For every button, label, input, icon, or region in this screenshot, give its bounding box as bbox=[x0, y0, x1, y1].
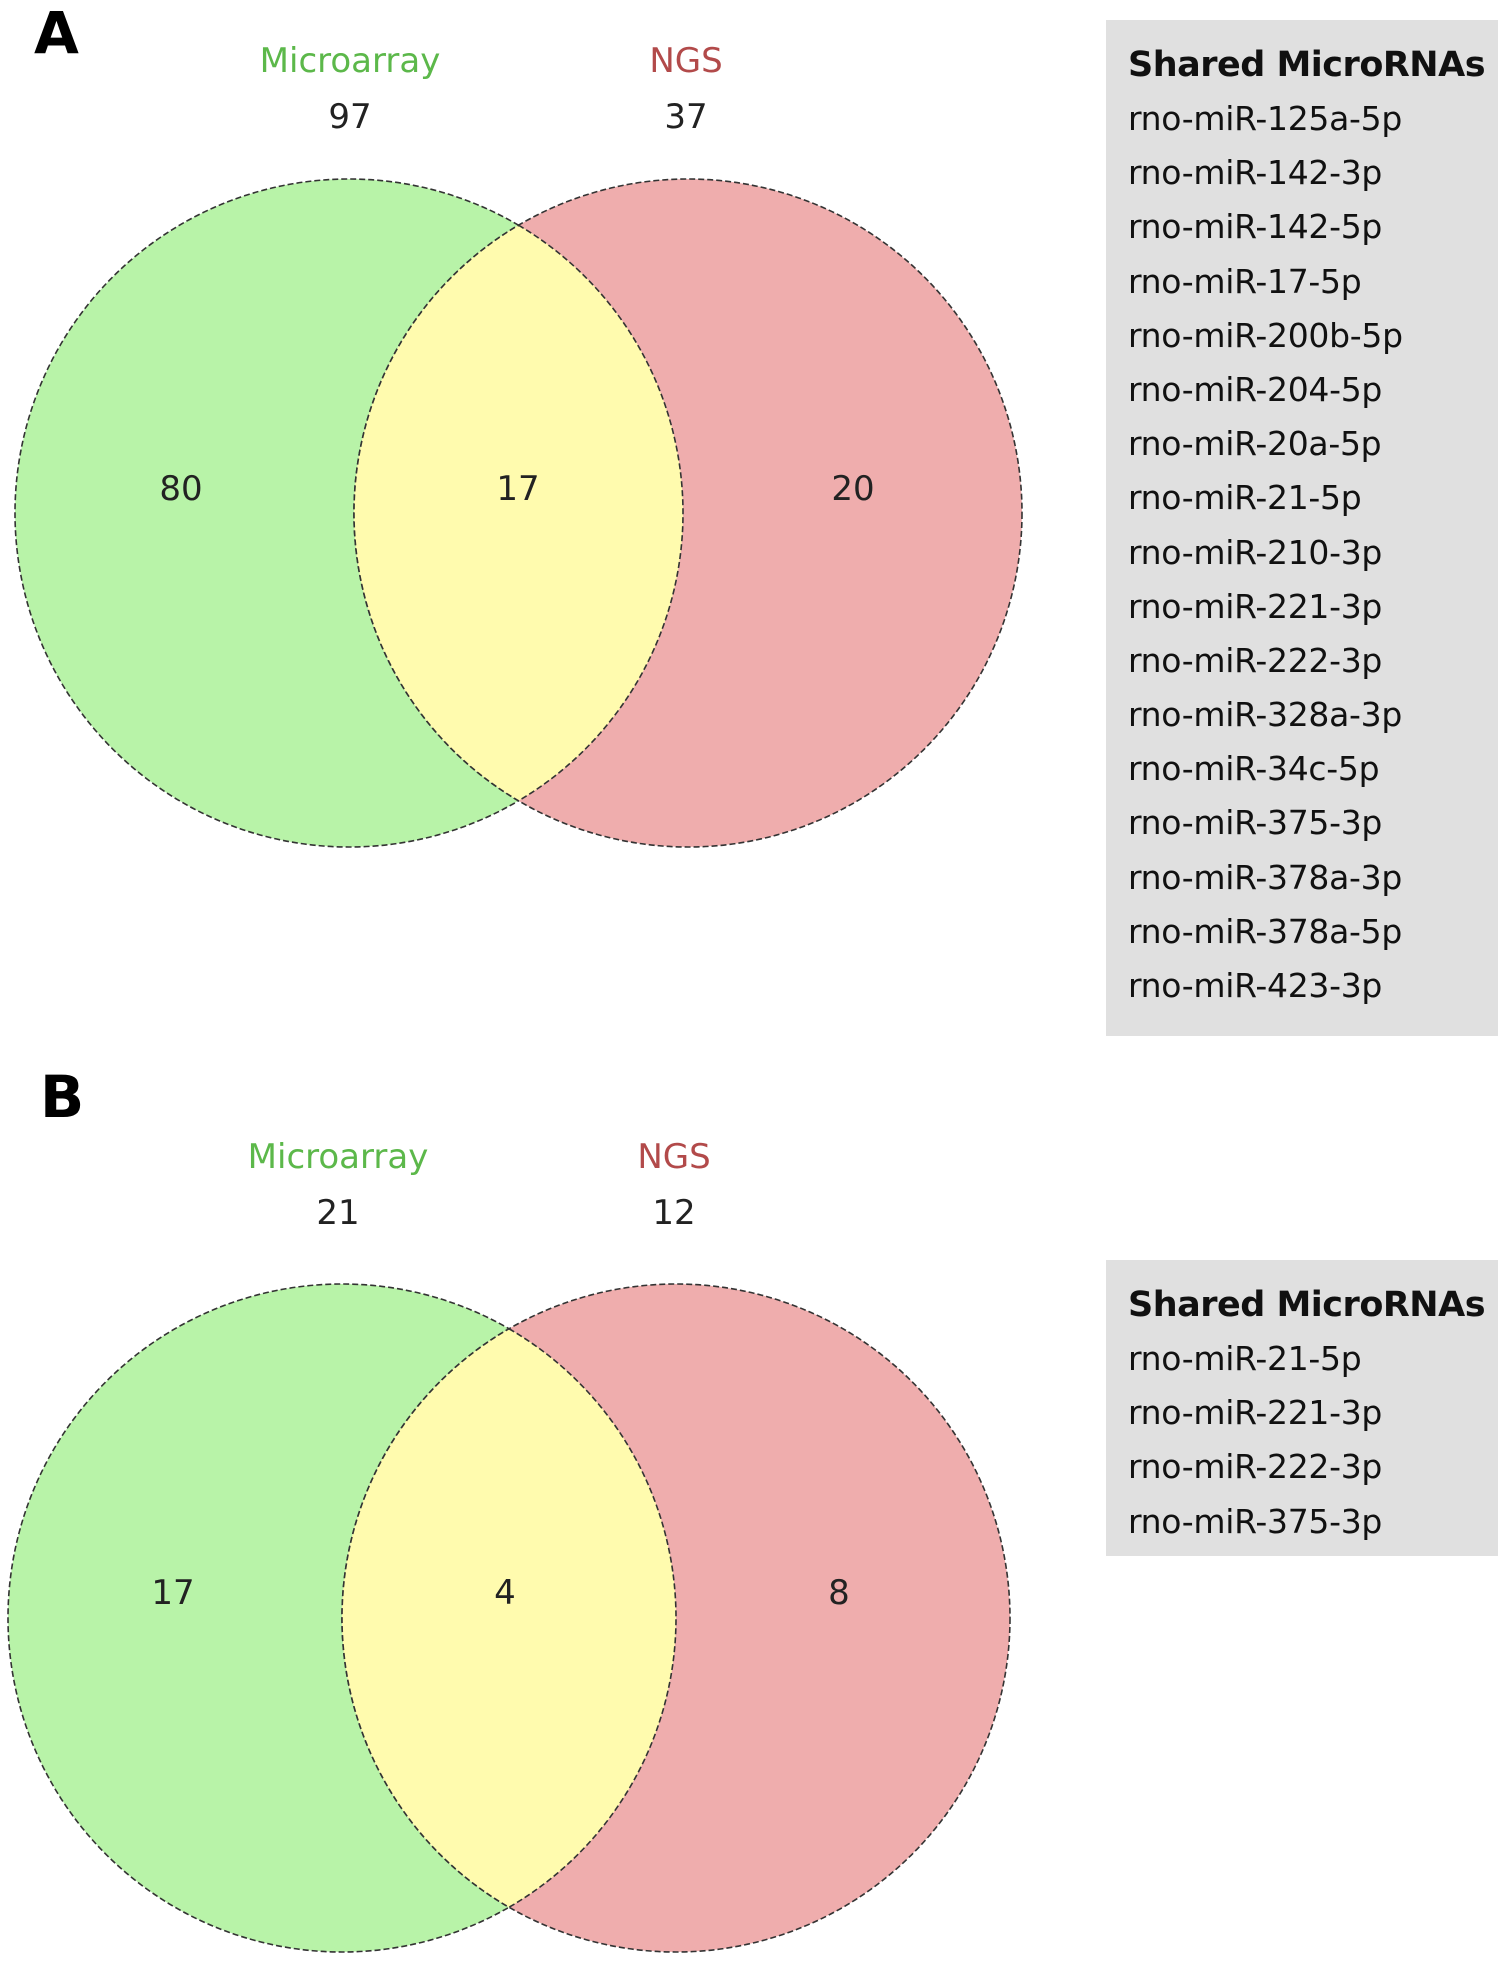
overlap-count-b: 4 bbox=[494, 1573, 516, 1613]
venn-diagram-a: Microarray 97 NGS 37 80 17 20 bbox=[14, 41, 1023, 848]
shared-microrna-item: rno-miR-375-3p bbox=[1128, 1501, 1383, 1541]
ngs-label-a: NGS bbox=[649, 41, 722, 81]
shared-microrna-item: rno-miR-204-5p bbox=[1128, 369, 1383, 409]
shared-microrna-item: rno-miR-221-3p bbox=[1128, 586, 1383, 626]
shared-microrna-item: rno-miR-375-3p bbox=[1128, 803, 1383, 843]
ngs-label-b: NGS bbox=[637, 1137, 710, 1177]
shared-microrna-item: rno-miR-17-5p bbox=[1128, 261, 1362, 301]
overlap-region-b bbox=[341, 1327, 677, 1909]
shared-microrna-item: rno-miR-21-5p bbox=[1128, 478, 1362, 518]
shared-microrna-item: rno-miR-328a-3p bbox=[1128, 695, 1402, 735]
shared-microrna-title-a: Shared MicroRNAs bbox=[1128, 45, 1486, 85]
ngs-unique-count-b: 8 bbox=[828, 1573, 850, 1613]
microarray-unique-count-b: 17 bbox=[151, 1573, 194, 1613]
microarray-label-a: Microarray bbox=[260, 41, 441, 81]
shared-microrna-item: rno-miR-423-3p bbox=[1128, 966, 1383, 1005]
shared-microrna-item: rno-miR-378a-3p bbox=[1128, 857, 1402, 897]
overlap-region-a bbox=[353, 224, 684, 802]
panel-a-letter: A bbox=[34, 0, 79, 67]
shared-microrna-item: rno-miR-200b-5p bbox=[1128, 315, 1403, 355]
shared-microrna-box-b: Shared MicroRNAs rno-miR-21-5p rno-miR-2… bbox=[1106, 1260, 1498, 1556]
microarray-total-b: 21 bbox=[316, 1193, 359, 1233]
shared-microrna-box-a: Shared MicroRNAs rno-miR-125a-5p rno-miR… bbox=[1106, 20, 1498, 1036]
shared-microrna-list-b: rno-miR-21-5p rno-miR-221-3p rno-miR-222… bbox=[1128, 1332, 1498, 1549]
shared-microrna-item: rno-miR-142-3p bbox=[1128, 153, 1383, 193]
shared-microrna-item: rno-miR-378a-5p bbox=[1128, 911, 1402, 951]
shared-microrna-item: rno-miR-210-3p bbox=[1128, 532, 1383, 572]
overlap-count-a: 17 bbox=[496, 469, 539, 509]
microarray-label-b: Microarray bbox=[248, 1137, 429, 1177]
panel-b-letter: B bbox=[40, 1063, 85, 1131]
shared-microrna-item: rno-miR-21-5p bbox=[1128, 1339, 1362, 1378]
shared-microrna-item: rno-miR-142-5p bbox=[1128, 207, 1383, 247]
ngs-total-a: 37 bbox=[664, 97, 707, 137]
ngs-unique-count-a: 20 bbox=[831, 469, 874, 509]
microarray-total-a: 97 bbox=[328, 97, 371, 137]
shared-microrna-item: rno-miR-125a-5p bbox=[1128, 99, 1402, 138]
shared-microrna-item: rno-miR-222-3p bbox=[1128, 1447, 1383, 1487]
shared-microrna-item: rno-miR-222-3p bbox=[1128, 640, 1383, 680]
microarray-unique-count-a: 80 bbox=[159, 469, 202, 509]
shared-microrna-title-b: Shared MicroRNAs bbox=[1128, 1285, 1486, 1325]
venn-diagram-b: Microarray 21 NGS 12 17 4 8 bbox=[7, 1137, 1011, 1953]
ngs-total-b: 12 bbox=[652, 1193, 695, 1233]
shared-microrna-item: rno-miR-20a-5p bbox=[1128, 424, 1382, 464]
shared-microrna-item: rno-miR-34c-5p bbox=[1128, 749, 1380, 789]
shared-microrna-list-a: rno-miR-125a-5p rno-miR-142-3p rno-miR-1… bbox=[1128, 92, 1498, 1013]
shared-microrna-item: rno-miR-221-3p bbox=[1128, 1393, 1383, 1433]
